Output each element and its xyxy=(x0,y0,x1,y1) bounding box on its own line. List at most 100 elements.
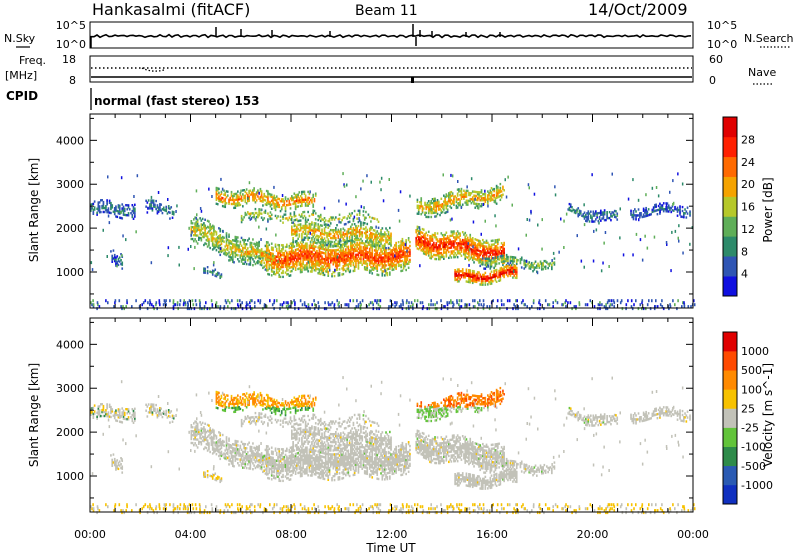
power-cell xyxy=(247,259,249,262)
power-cell xyxy=(318,268,321,271)
power-cell xyxy=(659,303,662,307)
power-cell xyxy=(468,248,471,252)
power-cell xyxy=(463,233,465,236)
power-cell xyxy=(324,260,327,263)
power-cell xyxy=(333,259,336,262)
power-cell xyxy=(646,246,649,250)
power-cell xyxy=(365,248,367,251)
power-cell xyxy=(286,245,288,248)
power-cell xyxy=(387,267,390,271)
power-cell xyxy=(632,214,635,217)
power-cell xyxy=(327,260,330,264)
power-cell xyxy=(211,195,213,198)
power-cell xyxy=(345,254,347,257)
power-cell xyxy=(366,222,369,226)
power-cell xyxy=(676,206,679,209)
power-cell xyxy=(639,303,642,307)
power-cell xyxy=(200,225,203,228)
power-cell xyxy=(323,227,326,230)
power-cell xyxy=(441,205,444,208)
power-cell xyxy=(530,265,533,269)
power-cell xyxy=(632,253,634,257)
power-cell xyxy=(483,196,485,200)
power-cell xyxy=(476,243,479,246)
power-cell xyxy=(361,233,364,236)
power-cell xyxy=(346,236,348,239)
power-cell xyxy=(466,248,469,251)
power-cell xyxy=(513,256,516,259)
power-cell xyxy=(265,266,268,269)
power-cell xyxy=(644,234,646,238)
power-cell xyxy=(345,242,347,245)
power-cell xyxy=(299,299,302,303)
power-cell xyxy=(600,219,602,222)
power-cell xyxy=(368,243,371,247)
power-cell xyxy=(421,239,424,243)
power-cell xyxy=(446,200,449,203)
power-cell xyxy=(450,299,452,303)
power-cell xyxy=(291,231,293,234)
power-cell xyxy=(433,203,435,207)
power-cell xyxy=(149,299,151,303)
power-cell xyxy=(324,262,327,265)
power-cell xyxy=(96,213,98,216)
power-cell xyxy=(686,206,689,209)
power-cell xyxy=(490,280,493,283)
power-cell xyxy=(308,192,311,196)
power-cell xyxy=(292,221,294,224)
power-cell xyxy=(309,246,312,249)
power-cell xyxy=(118,299,121,303)
power-cell xyxy=(465,246,468,249)
power-cell xyxy=(155,207,157,211)
power-cell xyxy=(249,218,252,221)
power-cell xyxy=(98,205,101,208)
power-cell xyxy=(396,259,399,262)
power-cell xyxy=(439,208,441,211)
power-cell xyxy=(273,259,276,262)
power-cell xyxy=(272,262,274,265)
power-cell xyxy=(304,230,307,233)
power-cell xyxy=(390,234,392,237)
power-cell xyxy=(347,221,350,224)
power-cell xyxy=(463,249,465,252)
power-cell xyxy=(456,202,459,205)
power-cell xyxy=(314,218,317,221)
power-cell xyxy=(399,258,401,261)
power-cell xyxy=(483,257,485,260)
power-cell xyxy=(469,237,472,241)
power-cell xyxy=(147,301,149,305)
power-cell xyxy=(312,248,315,252)
power-cell xyxy=(340,232,342,235)
power-cell xyxy=(613,301,616,305)
power-cell xyxy=(212,263,215,267)
power-cell xyxy=(455,198,458,202)
power-cell xyxy=(651,299,653,303)
power-cell xyxy=(466,244,469,247)
power-cell xyxy=(311,229,313,232)
power-cell xyxy=(368,259,371,262)
power-cell xyxy=(263,194,266,198)
power-cell xyxy=(283,200,286,203)
power-cell xyxy=(289,214,292,217)
power-cell xyxy=(464,257,467,260)
power-cell xyxy=(497,196,499,199)
power-cell xyxy=(655,209,657,212)
power-cell xyxy=(307,250,309,253)
power-cell xyxy=(468,276,470,280)
power-cell xyxy=(668,307,670,311)
power-cell xyxy=(118,260,121,263)
power-cell xyxy=(509,257,512,261)
power-cell xyxy=(260,208,262,212)
power-cell xyxy=(134,203,136,206)
power-cell xyxy=(373,255,376,258)
power-cell xyxy=(269,217,271,221)
power-cell xyxy=(524,261,527,265)
power-cell xyxy=(350,244,352,248)
power-cell xyxy=(321,267,323,270)
power-cell xyxy=(357,251,360,254)
power-cell xyxy=(473,190,475,193)
power-cell xyxy=(248,256,250,259)
power-cell xyxy=(345,202,347,206)
power-cell xyxy=(229,246,232,249)
power-cell xyxy=(471,271,474,275)
